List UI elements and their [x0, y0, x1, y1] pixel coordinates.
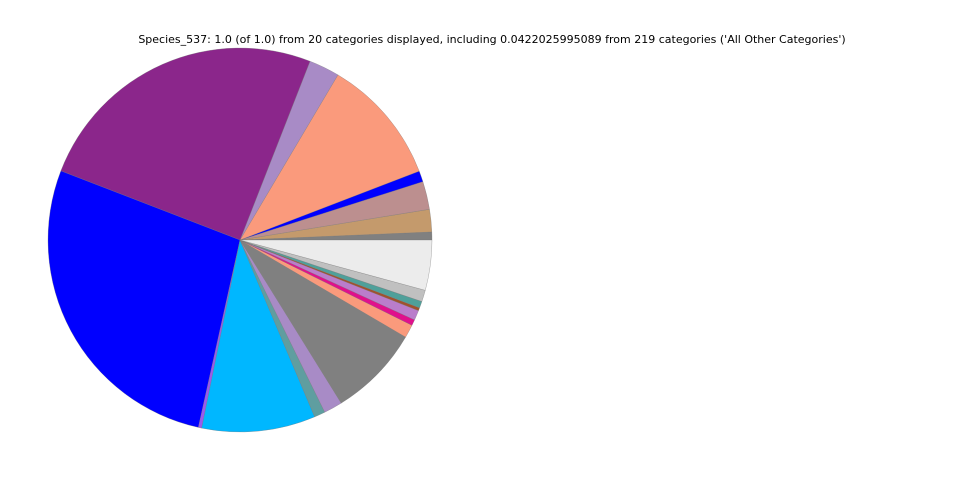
pie-slice: [201, 239, 315, 433]
pie-slice: [60, 47, 311, 241]
pie: [47, 47, 433, 433]
pie-slice: [239, 239, 433, 291]
pie-slice: [239, 74, 420, 241]
chart-title: Species_537: 1.0 (of 1.0) from 20 catego…: [138, 33, 845, 46]
pie-slice: [47, 170, 241, 428]
pie-slice: [239, 239, 406, 404]
